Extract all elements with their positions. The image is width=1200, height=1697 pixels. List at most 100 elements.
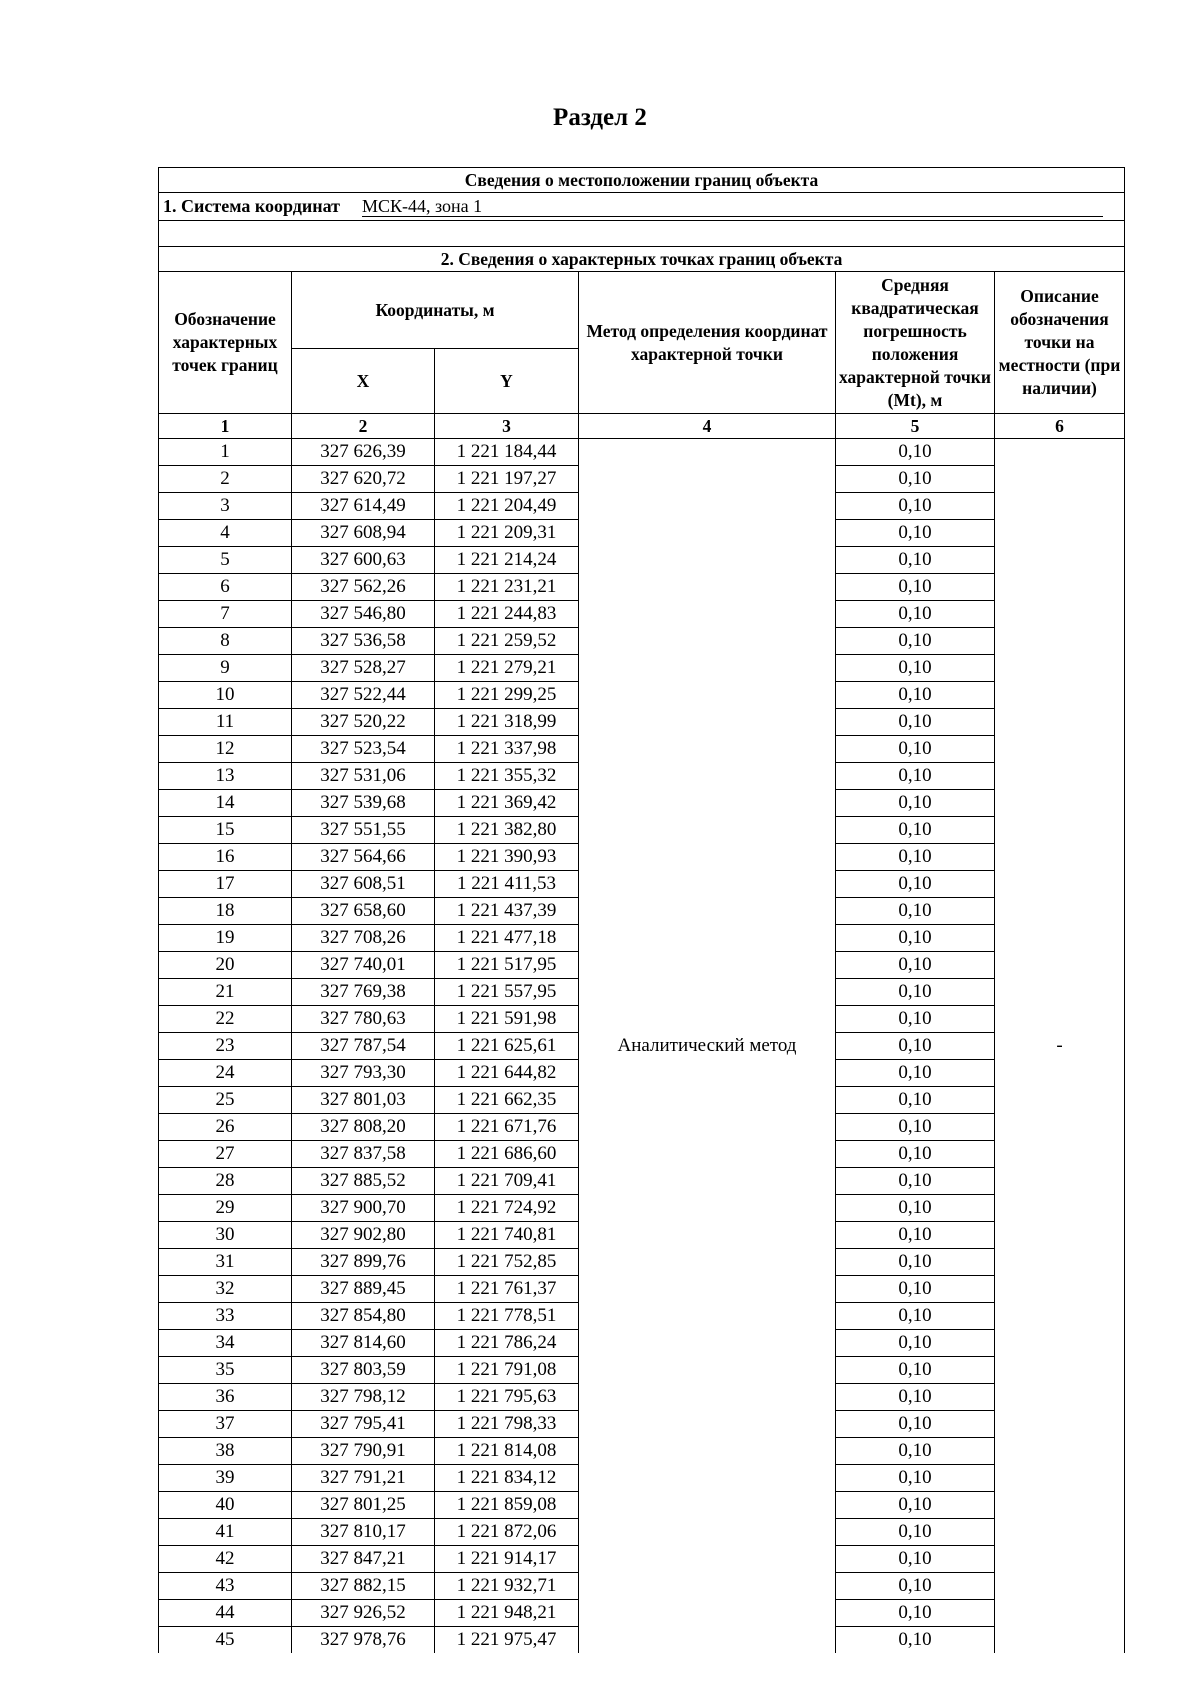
coord-y: 1 221 948,21: [434, 1599, 579, 1627]
point-number: 22: [158, 1005, 292, 1033]
error-value: 0,10: [835, 1437, 995, 1465]
coord-y: 1 221 761,37: [434, 1275, 579, 1303]
header-y: Y: [434, 348, 579, 414]
error-value: 0,10: [835, 1275, 995, 1303]
point-number: 24: [158, 1059, 292, 1087]
coord-x: 327 791,21: [291, 1464, 435, 1492]
point-number: 32: [158, 1275, 292, 1303]
table-row: 8 327 536,58 1 221 259,52 0,10: [158, 627, 1125, 655]
error-value: 0,10: [835, 465, 995, 493]
column-number: 6: [993, 413, 1126, 439]
error-value: 0,10: [835, 654, 995, 682]
coord-y: 1 221 798,33: [434, 1410, 579, 1438]
error-value: 0,10: [835, 1410, 995, 1438]
coord-y: 1 221 795,63: [434, 1383, 579, 1411]
coord-y: 1 221 437,39: [434, 897, 579, 925]
error-value: 0,10: [835, 978, 995, 1006]
error-value: 0,10: [835, 1572, 995, 1600]
coord-x: 327 889,45: [291, 1275, 435, 1303]
error-value: 0,10: [835, 708, 995, 736]
coord-y: 1 221 279,21: [434, 654, 579, 682]
table-row: 17 327 608,51 1 221 411,53 0,10: [158, 870, 1125, 898]
table-row: 40 327 801,25 1 221 859,08 0,10: [158, 1491, 1125, 1519]
error-value: 0,10: [835, 816, 995, 844]
error-value: 0,10: [835, 1464, 995, 1492]
coord-x: 327 708,26: [291, 924, 435, 952]
column-number: 5: [835, 413, 995, 439]
coord-x: 327 608,51: [291, 870, 435, 898]
point-number: 35: [158, 1356, 292, 1384]
point-number: 8: [158, 627, 292, 655]
table-row: 42 327 847,21 1 221 914,17 0,10: [158, 1545, 1125, 1573]
table-row: 10 327 522,44 1 221 299,25 0,10: [158, 681, 1125, 709]
coord-y: 1 221 244,83: [434, 600, 579, 628]
coord-x: 327 847,21: [291, 1545, 435, 1573]
table-row: 38 327 790,91 1 221 814,08 0,10: [158, 1437, 1125, 1465]
coord-x: 327 801,25: [291, 1491, 435, 1519]
coord-x: 327 808,20: [291, 1113, 435, 1141]
table-row: 5 327 600,63 1 221 214,24 0,10: [158, 546, 1125, 574]
table-row: 37 327 795,41 1 221 798,33 0,10: [158, 1410, 1125, 1438]
coord-x: 327 562,26: [291, 573, 435, 601]
point-number: 2: [158, 465, 292, 493]
coord-x: 327 520,22: [291, 708, 435, 736]
error-value: 0,10: [835, 1491, 995, 1519]
error-value: 0,10: [835, 1329, 995, 1357]
table-row: 16 327 564,66 1 221 390,93 0,10: [158, 843, 1125, 871]
table-row: 19 327 708,26 1 221 477,18 0,10: [158, 924, 1125, 952]
error-value: 0,10: [835, 1599, 995, 1627]
table-row: 43 327 882,15 1 221 932,71 0,10: [158, 1572, 1125, 1600]
table-row: 13 327 531,06 1 221 355,32 0,10: [158, 762, 1125, 790]
table-row: 15 327 551,55 1 221 382,80 0,10: [158, 816, 1125, 844]
coord-x: 327 837,58: [291, 1140, 435, 1168]
column-number: 4: [578, 413, 836, 439]
error-value: 0,10: [835, 627, 995, 655]
coord-y: 1 221 625,61: [434, 1032, 579, 1060]
table-row: 1 327 626,39 1 221 184,44 Аналитический мет…: [158, 438, 1126, 1653]
error-value: 0,10: [835, 951, 995, 979]
coord-x: 327 769,38: [291, 978, 435, 1006]
coord-x: 327 798,12: [291, 1383, 435, 1411]
coord-x: 327 854,80: [291, 1302, 435, 1330]
table-row: 4 327 608,94 1 221 209,31 0,10: [158, 519, 1125, 547]
point-number: 9: [158, 654, 292, 682]
coord-y: 1 221 872,06: [434, 1518, 579, 1546]
coord-y: 1 221 786,24: [434, 1329, 579, 1357]
error-value: 0,10: [835, 897, 995, 925]
point-number: 4: [158, 519, 292, 547]
coord-y: 1 221 724,92: [434, 1194, 579, 1222]
coord-y: 1 221 259,52: [434, 627, 579, 655]
coord-y: 1 221 644,82: [434, 1059, 579, 1087]
column-number: 1: [158, 413, 292, 439]
coord-y: 1 221 355,32: [434, 762, 579, 790]
error-value: 0,10: [835, 735, 995, 763]
table-row: 44 327 926,52 1 221 948,21 0,10: [158, 1599, 1125, 1627]
error-value: 0,10: [835, 438, 995, 466]
header-coords: Координаты, м: [291, 271, 579, 349]
error-value: 0,10: [835, 870, 995, 898]
coord-x: 327 793,30: [291, 1059, 435, 1087]
error-value: 0,10: [835, 1059, 995, 1087]
table-row: 28 327 885,52 1 221 709,41 0,10: [158, 1167, 1125, 1195]
coord-x: 327 600,63: [291, 546, 435, 574]
point-number: 26: [158, 1113, 292, 1141]
point-number: 14: [158, 789, 292, 817]
coord-x: 327 539,68: [291, 789, 435, 817]
error-value: 0,10: [835, 789, 995, 817]
table-row: 34 327 814,60 1 221 786,24 0,10: [158, 1329, 1125, 1357]
coord-y: 1 221 791,08: [434, 1356, 579, 1384]
section2-title: 2. Сведения о характерных точках границ …: [157, 246, 1126, 272]
point-number: 21: [158, 978, 292, 1006]
point-number: 39: [158, 1464, 292, 1492]
table-row: 39 327 791,21 1 221 834,12 0,10: [158, 1464, 1125, 1492]
error-value: 0,10: [835, 681, 995, 709]
description-cell: -: [993, 438, 1126, 1653]
coord-y: 1 221 390,93: [434, 843, 579, 871]
coord-x: 327 885,52: [291, 1167, 435, 1195]
coord-x: 327 899,76: [291, 1248, 435, 1276]
coord-x: 327 900,70: [291, 1194, 435, 1222]
table-row: 26 327 808,20 1 221 671,76 0,10: [158, 1113, 1125, 1141]
coord-y: 1 221 318,99: [434, 708, 579, 736]
point-number: 44: [158, 1599, 292, 1627]
coord-x: 327 522,44: [291, 681, 435, 709]
